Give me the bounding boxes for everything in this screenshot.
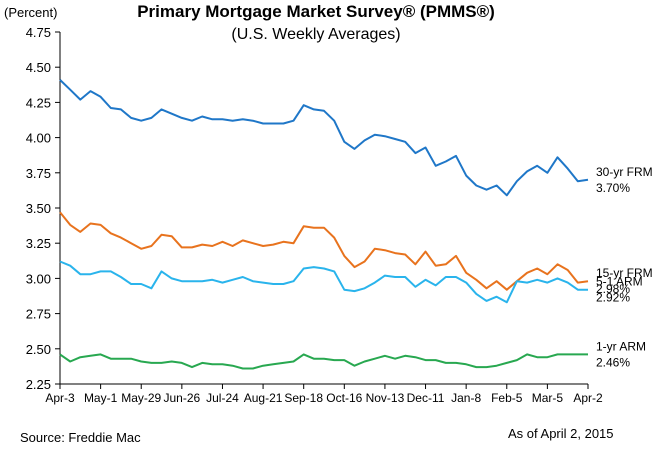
as-of-note: As of April 2, 2015 xyxy=(508,426,614,441)
x-tick-label: Dec-11 xyxy=(407,391,445,405)
y-tick-label: 2.25 xyxy=(26,377,51,392)
y-axis-label: (Percent) xyxy=(4,5,57,20)
chart-title: Primary Mortgage Market Survey® (PMMS®) xyxy=(137,2,495,21)
series-line-15-yr-frm xyxy=(59,211,589,291)
series-label-15-yr-frm: 15-yr FRM xyxy=(596,266,653,280)
source-note: Source: Freddie Mac xyxy=(20,430,141,445)
x-tick-label: Jun-26 xyxy=(163,391,200,405)
series-value-15-yr-frm: 2.98% xyxy=(596,282,630,296)
x-tick-label: May-1 xyxy=(84,391,118,405)
chart-subtitle: (U.S. Weekly Averages) xyxy=(231,26,400,43)
plot-area xyxy=(59,79,589,370)
x-tick-label: Apr-2 xyxy=(573,391,603,405)
y-tick-label: 3.00 xyxy=(26,271,51,286)
y-axis: 4.75 4.50 4.25 4.00 3.75 3.50 3.25 3.00 2.75 2.50… xyxy=(26,25,61,392)
y-tick-label: 4.25 xyxy=(26,95,51,110)
series-label-1-yr-arm: 1-yr ARM xyxy=(596,339,646,353)
x-tick-label: Feb-5 xyxy=(491,391,523,405)
series-value-5-1-arm: 2.92% xyxy=(596,291,630,305)
series-label-30-yr-frm: 30-yr FRM xyxy=(596,165,653,179)
x-axis: Apr-3 May-1 May-29 Jun-26 Jul-24 Aug-21 Sep-18… xyxy=(45,383,603,405)
y-tick-label: 2.75 xyxy=(26,307,51,322)
x-tick-label: Mar-5 xyxy=(532,391,564,405)
y-tick-label: 2.50 xyxy=(26,342,51,357)
series-line-5-1-arm xyxy=(59,260,588,304)
y-tick-label: 4.50 xyxy=(26,60,51,75)
series-value-30-yr-frm: 3.70% xyxy=(596,181,630,195)
x-tick-label: Nov-13 xyxy=(366,391,405,405)
y-tick-label: 4.00 xyxy=(26,131,51,146)
x-tick-label: Jan-8 xyxy=(451,391,481,405)
series-label-5-1-arm: 5-1 ARM xyxy=(596,275,643,289)
x-tick-label: Oct-16 xyxy=(326,391,362,405)
series-line-1-yr-arm xyxy=(59,353,588,370)
x-tick-label: Apr-3 xyxy=(45,391,75,405)
y-tick-label: 3.25 xyxy=(26,236,51,251)
x-tick-label: Sep-18 xyxy=(284,391,323,405)
series-line-30-yr-frm xyxy=(59,79,589,197)
series-labels: 30-yr FRM 3.70% 15-yr FRM 2.98%5-1 ARM 2.92%… xyxy=(596,165,653,370)
y-tick-label: 3.50 xyxy=(26,201,51,216)
y-tick-label: 3.75 xyxy=(26,166,51,181)
x-tick-label: May-29 xyxy=(121,391,161,405)
y-tick-label: 4.75 xyxy=(26,25,51,40)
x-tick-label: Aug-21 xyxy=(244,391,283,405)
series-value-1-yr-arm: 2.46% xyxy=(596,355,630,369)
x-tick-label: Jul-24 xyxy=(206,391,239,405)
